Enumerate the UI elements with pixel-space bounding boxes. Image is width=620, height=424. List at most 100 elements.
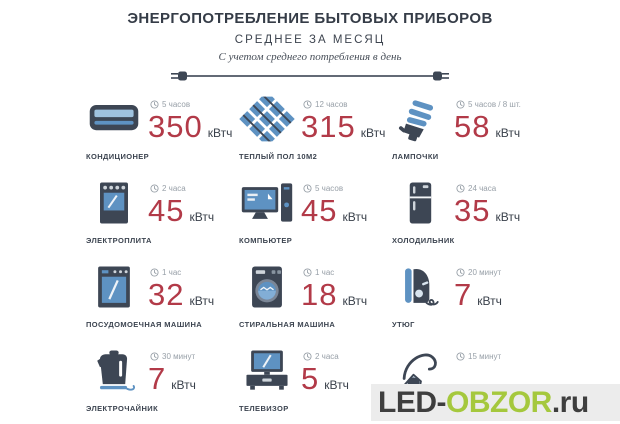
clock-icon	[456, 268, 465, 277]
usage-time: 5 часов / 8 шт.	[456, 100, 521, 109]
energy-unit: кВтч	[171, 378, 196, 392]
dishwasher-icon	[86, 264, 142, 310]
appliance-name: ТЕПЛЫЙ ПОЛ 10М2	[239, 152, 318, 161]
usage-time-label: 20 минут	[468, 268, 502, 277]
energy-value: 7 кВтч	[454, 279, 502, 310]
iron-icon	[392, 264, 448, 310]
usage-time-label: 30 минут	[162, 352, 196, 361]
energy-value: 32 кВтч	[148, 279, 214, 310]
page-subtitle: СРЕДНЕЕ ЗА МЕСЯЦ	[234, 34, 386, 46]
usage-time: 20 минут	[456, 268, 501, 277]
usage-time-label: 5 часов / 8 шт.	[468, 100, 521, 109]
energy-unit: кВтч	[207, 126, 233, 140]
energy-unit: кВтч	[189, 294, 215, 308]
appliance-name: КОНДИЦИОНЕР	[86, 152, 150, 161]
energy-value-number: 45	[148, 193, 185, 228]
energy-unit: кВтч	[342, 210, 368, 224]
usage-time: 1 час	[150, 268, 181, 277]
energy-unit: кВтч	[189, 210, 215, 224]
energy-value-number: 32	[148, 277, 185, 312]
page-tagline: С учетом среднего потребления в день	[218, 51, 402, 63]
clock-icon	[303, 184, 312, 193]
header: ЭНЕРГОПОТРЕБЛЕНИЕ БЫТОВЫХ ПРИБОРОВ СРЕДН…	[0, 0, 620, 84]
light-bulb-icon	[392, 96, 448, 142]
usage-time: 5 часов	[303, 184, 343, 193]
watermark: LED- OBZOR .ru	[371, 384, 620, 421]
clock-icon	[150, 268, 159, 277]
energy-value: 35 кВтч	[454, 195, 520, 226]
usage-time: 5 часов	[150, 100, 190, 109]
usage-time-label: 1 час	[162, 268, 182, 277]
clock-icon	[303, 268, 312, 277]
appliance-card: 5 часов 350 кВтч КОНДИЦИОНЕР	[84, 92, 237, 176]
appliance-card: 20 минут 7 кВтч УТЮГ	[390, 260, 543, 344]
usage-time: 24 часа	[456, 184, 496, 193]
usage-time: 30 минут	[150, 352, 195, 361]
appliance-card: 2 часа 5 кВтч ТЕЛЕВИЗОР	[237, 344, 390, 424]
refrigerator-icon	[392, 180, 448, 226]
computer-icon	[239, 180, 295, 226]
appliance-card: 24 часа 35 кВтч ХОЛОДИЛЬНИК	[390, 176, 543, 260]
energy-value-number: 5	[301, 361, 320, 396]
appliance-card: 15 минут	[390, 344, 543, 424]
energy-value: 350 кВтч	[148, 111, 232, 142]
usage-time: 1 час	[303, 268, 334, 277]
appliance-card: 30 минут 7 кВтч ЭЛЕКТРОЧАЙНИК	[84, 344, 237, 424]
energy-unit: кВтч	[342, 294, 368, 308]
energy-value-number: 350	[148, 109, 203, 144]
energy-value-number: 7	[148, 361, 167, 396]
usage-time: 2 часа	[303, 352, 339, 361]
energy-value: 315 кВтч	[301, 111, 385, 142]
appliance-name: ЛАМПОЧКИ	[392, 152, 439, 161]
energy-unit: кВтч	[324, 378, 349, 392]
usage-time: 12 часов	[303, 100, 348, 109]
heated-floor-icon	[239, 96, 295, 142]
energy-unit: кВтч	[477, 294, 502, 308]
energy-unit: кВтч	[495, 126, 521, 140]
clock-icon	[303, 100, 312, 109]
energy-value: 7 кВтч	[148, 363, 196, 394]
clock-icon	[456, 352, 465, 361]
clock-icon	[150, 352, 159, 361]
appliance-card: 1 час 32 кВтч ПОСУДОМОЕЧНАЯ МАШИНА	[84, 260, 237, 344]
clock-icon	[150, 184, 159, 193]
clock-icon	[456, 100, 465, 109]
clock-icon	[150, 100, 159, 109]
energy-value-number: 45	[301, 193, 338, 228]
watermark-text-green: OBZOR	[446, 385, 552, 419]
appliance-name: ПОСУДОМОЕЧНАЯ МАШИНА	[86, 320, 203, 329]
appliance-name: ЭЛЕКТРОЧАЙНИК	[86, 404, 159, 413]
energy-value: 58 кВтч	[454, 111, 520, 142]
appliance-card: 1 час 18 кВтч СТИРАЛЬНАЯ МАШИНА	[237, 260, 390, 344]
energy-value-number: 58	[454, 109, 491, 144]
appliance-name: ТЕЛЕВИЗОР	[239, 404, 289, 413]
appliance-name: ЭЛЕКТРОПЛИТА	[86, 236, 152, 245]
clock-icon	[456, 184, 465, 193]
appliance-card: 12 часов 315 кВтч ТЕПЛЫЙ ПОЛ 10М2	[237, 92, 390, 176]
clock-icon	[303, 352, 312, 361]
appliance-grid: 5 часов 350 кВтч КОНДИЦИОНЕР 12 часов 315…	[84, 92, 543, 424]
usage-time-label: 12 часов	[315, 100, 348, 109]
usage-time-label: 5 часов	[315, 184, 344, 193]
appliance-name: КОМПЬЮТЕР	[239, 236, 293, 245]
energy-unit: кВтч	[360, 126, 386, 140]
energy-value-number: 315	[301, 109, 356, 144]
usage-time-label: 2 часа	[162, 184, 186, 193]
usage-time-label: 15 минут	[468, 352, 502, 361]
appliance-name: ХОЛОДИЛЬНИК	[392, 236, 455, 245]
page-title: ЭНЕРГОПОТРЕБЛЕНИЕ БЫТОВЫХ ПРИБОРОВ	[127, 10, 493, 27]
energy-value: 45 кВтч	[148, 195, 214, 226]
energy-value-number: 7	[454, 277, 473, 312]
appliance-name: СТИРАЛЬНАЯ МАШИНА	[239, 320, 336, 329]
usage-time: 15 минут	[456, 352, 501, 361]
energy-value-number: 35	[454, 193, 491, 228]
watermark-text: LED-	[378, 385, 447, 419]
power-cord-divider-icon	[171, 71, 449, 81]
energy-value: 5 кВтч	[301, 363, 349, 394]
usage-time: 2 часа	[150, 184, 186, 193]
energy-value: 18 кВтч	[301, 279, 367, 310]
appliance-card: 5 часов / 8 шт. 58 кВтч ЛАМПОЧКИ	[390, 92, 543, 176]
air-conditioner-icon	[86, 96, 142, 142]
appliance-name: УТЮГ	[392, 320, 415, 329]
